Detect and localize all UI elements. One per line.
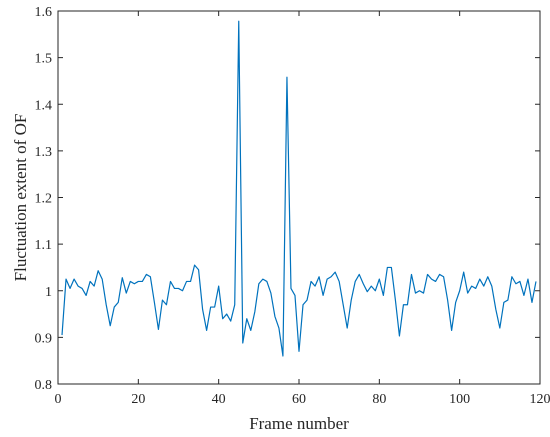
y-axis-title: Fluctuation extent of OF [11, 114, 30, 282]
y-tick-label: 1 [45, 285, 52, 300]
y-tick-label: 0.8 [35, 378, 53, 393]
y-tick-label: 1.4 [35, 98, 53, 113]
x-tick-label: 20 [131, 392, 145, 407]
x-tick-label: 120 [530, 392, 550, 407]
y-tick-label: 1.1 [35, 238, 53, 253]
y-tick-label: 0.9 [35, 331, 53, 346]
x-tick-label: 80 [372, 392, 386, 407]
x-axis-title: Frame number [249, 414, 349, 433]
x-tick-label: 100 [449, 392, 470, 407]
y-tick-label: 1.3 [35, 145, 53, 160]
x-tick-label: 60 [292, 392, 306, 407]
x-tick-label: 40 [212, 392, 226, 407]
y-tick-label: 1.6 [35, 5, 53, 20]
tick-labels-layer: 0 20 40 60 80 100 120 0.8 0.9 1 1.1 1.2 1.3 1.4 1.5 1.6 [35, 5, 550, 407]
series-layer [61, 20, 537, 357]
y-tick-label: 1.5 [35, 52, 53, 67]
axes-box [57, 10, 541, 385]
series-line [61, 20, 537, 357]
x-tick-label: 0 [55, 392, 62, 407]
y-tick-label: 1.2 [35, 192, 53, 207]
